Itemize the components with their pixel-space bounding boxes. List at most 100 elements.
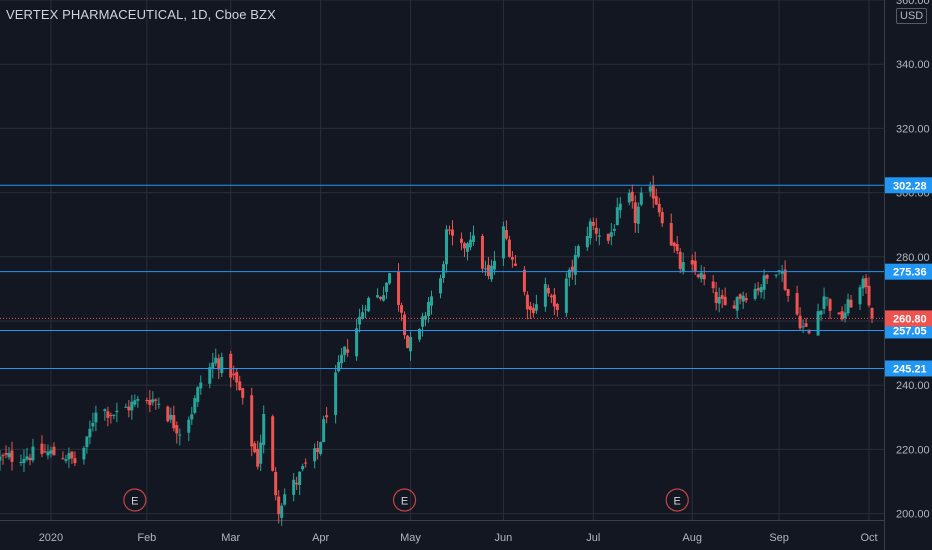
candle-up [471,235,475,242]
candle-up [816,311,820,336]
candle-down [702,274,706,280]
candle-down [447,229,451,231]
candle-down [175,425,179,434]
candle-down [633,202,637,224]
candle-up [861,278,865,289]
candle-down [507,239,511,257]
candle-down [172,415,176,429]
price-tick-label: 360.00 [896,0,930,7]
candle-down [61,458,65,460]
candle-down [400,305,404,313]
candle-up [367,298,371,312]
candle-down [106,411,110,418]
candle-down [304,462,308,464]
candle-up [777,270,781,272]
candle-up [567,269,571,278]
candle-down [864,277,868,288]
candle-down [594,227,598,234]
last-price-badge [885,310,932,327]
candle-down [459,238,463,243]
candle-up [0,456,2,461]
candle-up [444,229,448,265]
price-tick-label: 240.00 [896,380,930,392]
candle-up [465,243,469,252]
candle-down [606,233,610,241]
candle-up [322,419,326,443]
candle-up [337,362,341,372]
candle-up [762,275,766,290]
time-tick-label: Jun [495,532,513,544]
last-price-label: 260.80 [893,313,927,325]
candle-up [88,428,92,438]
candle-down [744,297,748,301]
candle-down [486,264,490,277]
candle-down [10,450,14,462]
candle-up [585,235,589,248]
candle-down [316,448,320,453]
candle-down [549,295,553,298]
time-tick-label: Mar [221,532,240,544]
candle-up [25,456,29,460]
candle-up [340,354,344,364]
candle-up [211,362,215,369]
candle-down [669,223,673,246]
candle-down [765,274,769,279]
candle-up [319,442,323,455]
candle-down [28,457,32,461]
candle-down [295,482,299,485]
candle-up [597,235,601,237]
candle-up [280,505,284,518]
candle-up [343,346,347,356]
candle-up [753,288,757,299]
candle-up [313,448,317,462]
candle-down [630,191,634,202]
candle-down [675,244,679,251]
candle-up [64,459,68,462]
candle-down [250,395,254,447]
candle-up [648,186,652,192]
candle-down [154,399,158,401]
time-tick-label: May [400,532,421,544]
candle-up [418,328,422,340]
currency-label[interactable]: USD [896,8,928,24]
candle-up [292,479,296,495]
candle-up [358,316,362,325]
candle-up [298,471,302,485]
candle-down [52,446,56,456]
candle-down [513,263,517,266]
candle-up [846,299,850,314]
candle-up [124,406,128,408]
candle-up [199,382,203,389]
candle-down [783,269,787,290]
candle-up [151,399,155,403]
candle-down [723,296,727,306]
candle-down [678,251,682,269]
candle-down [145,400,149,402]
candle-down [672,242,676,247]
candle-up [301,466,305,470]
time-tick-label: 2020 [39,532,63,544]
level-badge-label: 302.28 [893,180,927,192]
candle-up [441,264,445,278]
candle-up [190,414,194,420]
earnings-marker-label: E [674,496,681,508]
candle-down [786,289,790,296]
candle-down [849,299,853,308]
candle-up [858,287,862,305]
candle-up [136,399,140,401]
candle-up [759,287,763,293]
candle-up [780,271,784,274]
candle-up [699,272,703,279]
time-tick-label: Feb [137,532,156,544]
candle-down [756,288,760,291]
candle-up [492,260,496,270]
candle-down [166,406,170,422]
candle-down [555,303,559,310]
candle-up [259,442,263,464]
candle-down [804,323,808,327]
level-badge-label: 257.05 [893,325,927,337]
candle-up [208,367,212,384]
candle-down [522,269,526,292]
candle-up [85,436,89,448]
